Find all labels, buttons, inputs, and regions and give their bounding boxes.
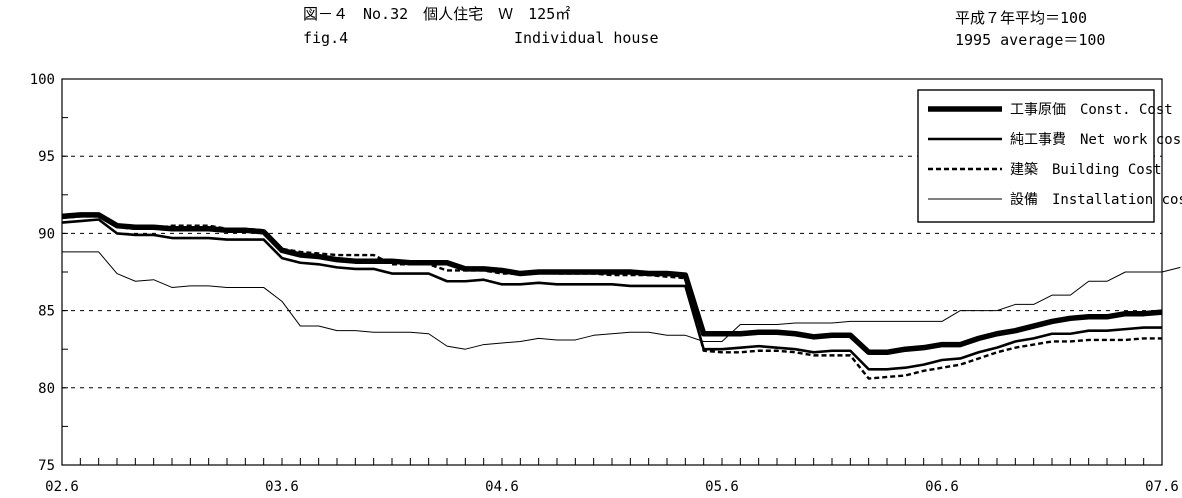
y-tick-label: 95 [38, 149, 55, 165]
series-layer [61, 212, 1181, 380]
base-note-en: 1995 average＝100 [955, 31, 1106, 49]
y-tick-label: 100 [30, 72, 55, 88]
series-line-medium [61, 218, 1162, 371]
legend: 工事原価 Const. Cost 純工事費 Net work cost 建築 Bui… [917, 89, 1182, 223]
legend-label: 工事原価 Const. Cost [1010, 102, 1173, 118]
series-line-thin [62, 251, 1181, 350]
series-line-thick [61, 212, 1163, 356]
y-tick-label: 80 [38, 381, 55, 397]
base-note-ja: 平成７年平均＝100 [955, 9, 1088, 27]
gridlines [62, 155, 1162, 389]
chart-title-en-name: Individual house [514, 29, 659, 47]
chart-title-en-fig: fig.4 [303, 29, 349, 47]
legend-label: 純工事費 Net work cost [1010, 132, 1182, 148]
x-tick-label: 02.6 [45, 479, 79, 495]
axes: 75 80 85 90 95 100 02.6 03.6 04.6 05.6 06.6 07.6 [30, 72, 1179, 495]
y-tick-label: 85 [38, 304, 55, 320]
legend-box [917, 89, 1155, 223]
x-tick-label: 06.6 [925, 479, 959, 495]
x-tick-label: 05.6 [705, 479, 739, 495]
y-tick-label: 90 [38, 226, 55, 242]
y-tick-label: 75 [38, 458, 55, 474]
x-tick-label: 04.6 [485, 479, 519, 495]
legend-label: 建築 Building Cost [1010, 162, 1162, 178]
x-tick-label: 03.6 [265, 479, 299, 495]
legend-label: 設備 Installation cost [1010, 192, 1182, 208]
x-tick-label: 07.6 [1145, 479, 1179, 495]
chart-title-ja: 図－４ No.32 個人住宅 Ｗ 125㎡ [303, 5, 571, 23]
